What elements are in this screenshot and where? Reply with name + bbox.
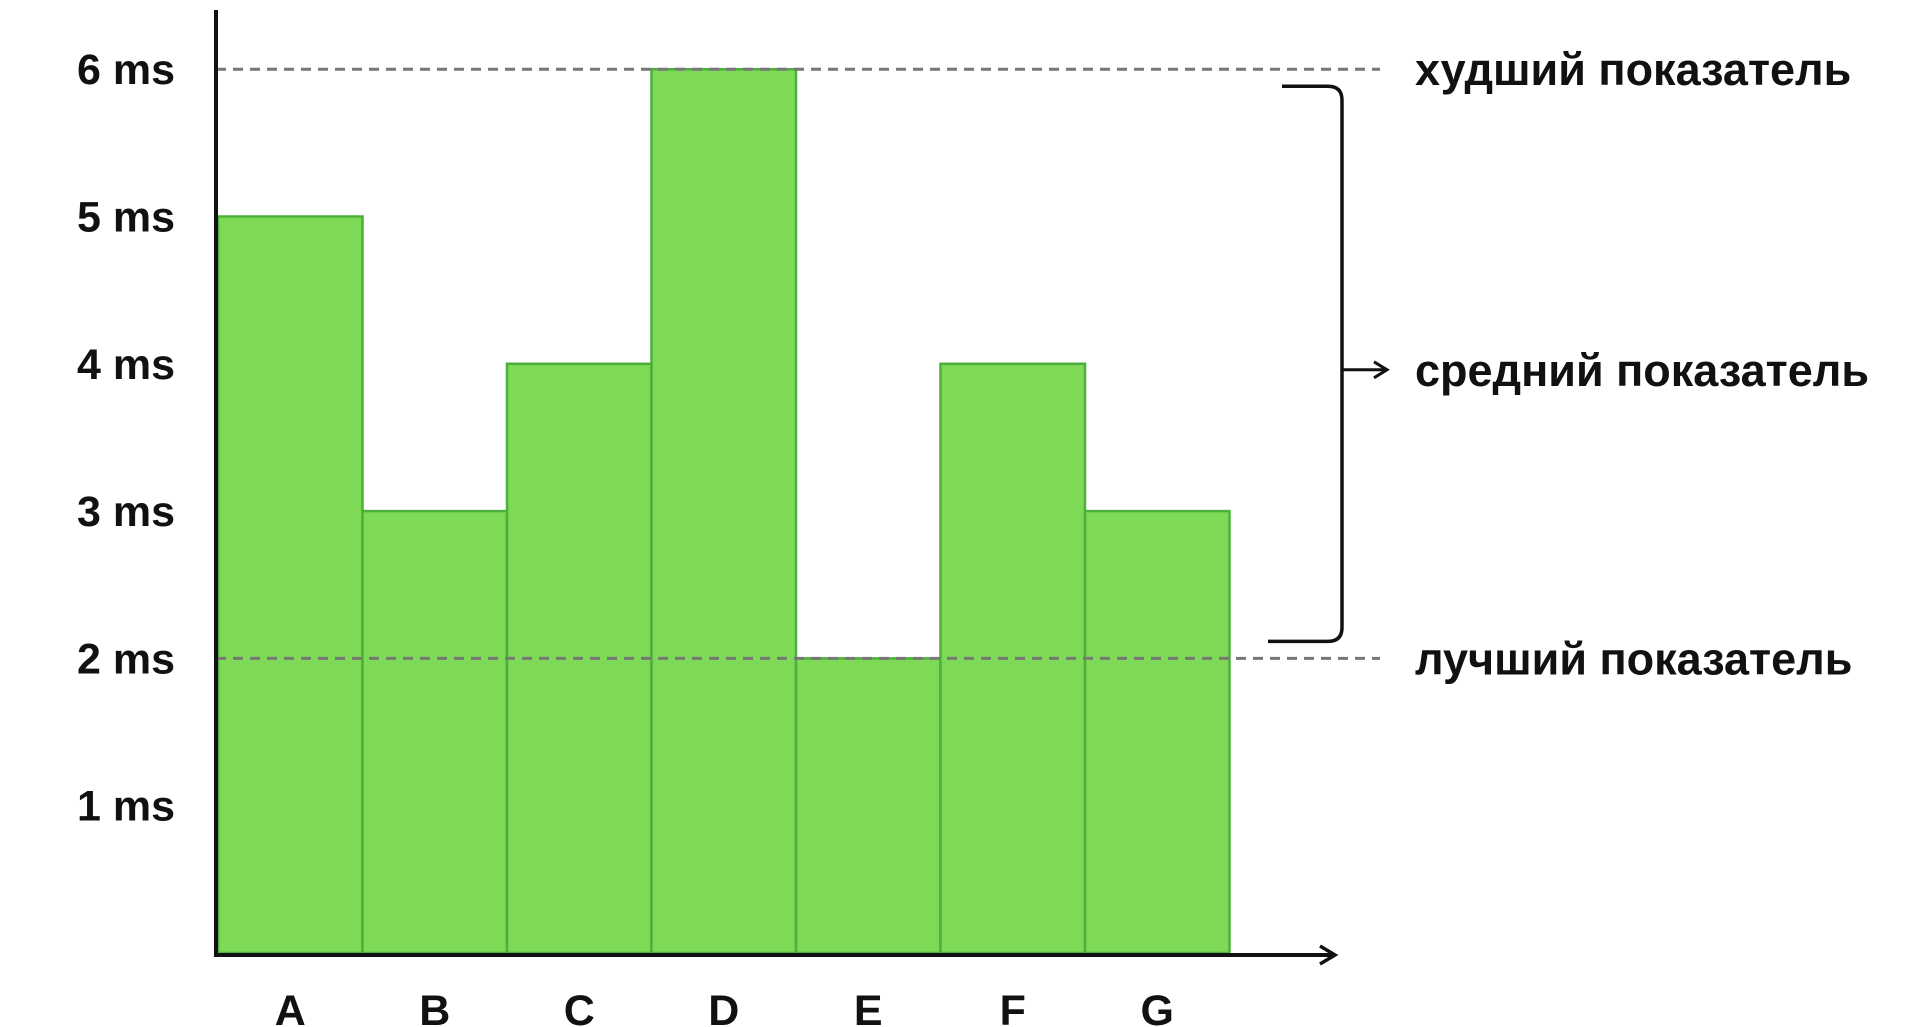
x-tick-label-F: F <box>1000 987 1026 1027</box>
bar-F <box>939 362 1087 955</box>
y-tick-label: 1 ms <box>77 783 175 831</box>
bar-D <box>650 67 798 955</box>
reference-label-2: лучший показатель <box>1415 633 1852 684</box>
reference-label-1: худший показатель <box>1415 44 1851 95</box>
category-labels: A B C D E F G <box>275 987 1174 1027</box>
x-tick-label-E: E <box>854 987 883 1027</box>
x-tick-label-G: G <box>1141 987 1174 1027</box>
annotations: худший показатель лучший показатель средни… <box>1268 44 1869 684</box>
x-tick-label-C: C <box>564 987 595 1027</box>
y-tick-label: 4 ms <box>77 341 175 389</box>
x-axis-arrowhead <box>1319 944 1339 966</box>
y-tick-labels: 1 ms 2 ms 3 ms 4 ms 5 ms 6 ms <box>77 46 175 831</box>
x-tick-label-B: B <box>419 987 450 1027</box>
axes <box>214 10 1339 966</box>
x-tick-label-D: D <box>708 987 739 1027</box>
range-bracket <box>1268 84 1344 644</box>
y-tick-label: 3 ms <box>77 488 175 536</box>
y-tick-label: 6 ms <box>77 46 175 94</box>
bracket-arrowhead <box>1373 360 1390 380</box>
y-tick-label: 2 ms <box>77 635 175 683</box>
bar-A <box>216 215 364 955</box>
bar-G <box>1083 509 1231 955</box>
bar-B <box>361 509 509 955</box>
reference-lines-overlay <box>216 67 1380 660</box>
bracket-label: средний показатель <box>1415 345 1869 396</box>
bars <box>216 67 1231 955</box>
x-tick-label-A: A <box>275 987 306 1027</box>
y-tick-label: 5 ms <box>77 194 175 242</box>
bar-E <box>794 657 942 955</box>
